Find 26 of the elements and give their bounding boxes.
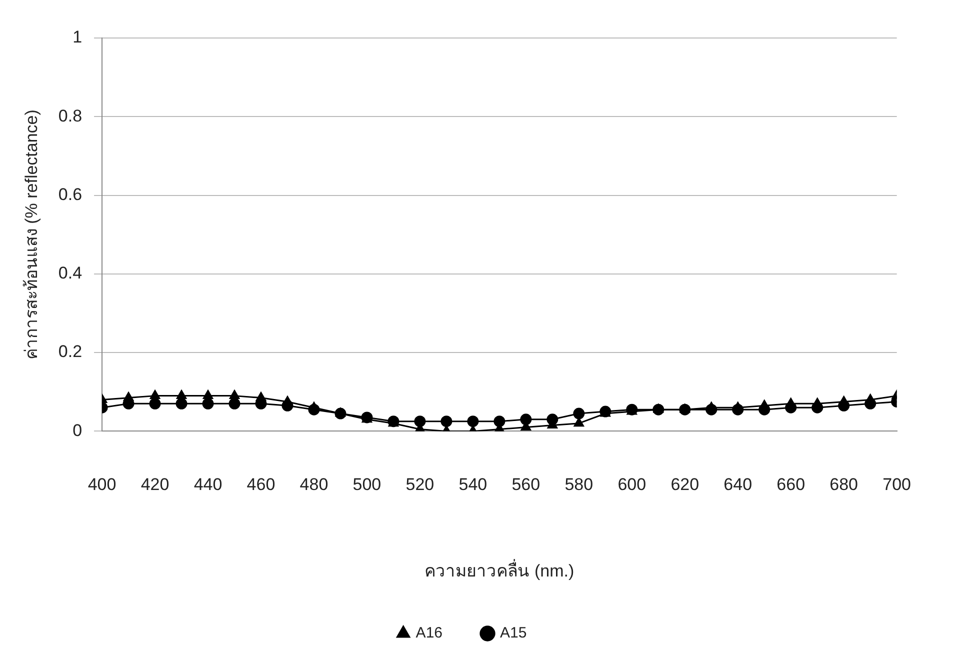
y-tick-label: 0 (72, 420, 82, 440)
y-tick-label: 0.8 (58, 106, 82, 126)
x-tick-label: 460 (246, 475, 276, 494)
y-tick-label: 0.2 (58, 342, 82, 362)
y-axis-title: ค่าการสะท้อนแสง (% reflectance) (22, 110, 41, 360)
x-tick-label: 680 (830, 475, 858, 494)
x-tick-label: 420 (140, 475, 170, 494)
y-tick-label: 0.6 (58, 184, 82, 204)
x-tick-label: 480 (300, 475, 328, 494)
x-tick-label: 540 (458, 475, 488, 494)
x-axis-title: ความยาวคลื่น (nm.) (424, 558, 574, 580)
legend-label: A15 (500, 624, 527, 642)
x-tick-label: 520 (406, 475, 434, 494)
x-tick-label: 560 (512, 475, 540, 494)
x-tick-label: 700 (882, 475, 912, 494)
x-tick-label: 400 (88, 475, 116, 494)
legend-label: A16 (416, 624, 443, 642)
x-tick-label: 440 (194, 475, 222, 494)
x-tick-label: 500 (352, 475, 382, 494)
x-tick-label: 640 (724, 475, 752, 494)
x-tick-label: 620 (670, 475, 700, 494)
x-tick-label: 600 (618, 475, 646, 494)
x-tick-label: 660 (776, 475, 806, 494)
y-tick-label: 0.4 (58, 264, 82, 283)
y-tick-label: 1 (72, 28, 82, 47)
x-tick-label: 580 (564, 475, 594, 494)
